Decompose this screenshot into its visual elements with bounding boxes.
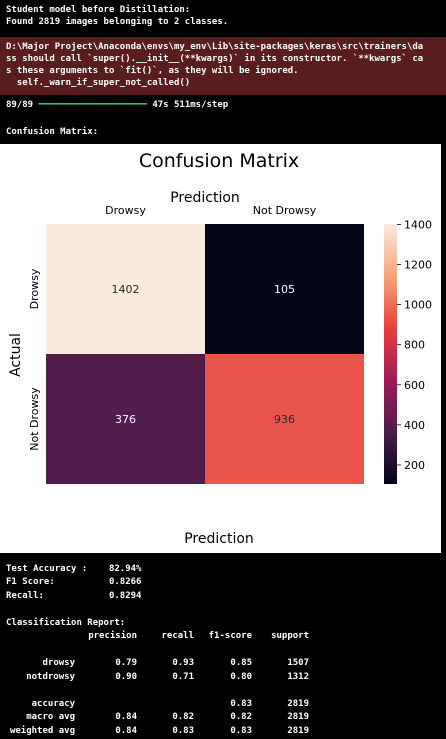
progress-bar: ━━━━━━━━━━━━━━━━━━━━ <box>38 100 147 110</box>
report-row-label: notdrowsy <box>26 672 75 682</box>
log-line-found-images: Found 2819 images belonging to 2 classes… <box>6 17 229 27</box>
report-cell: 0.83 <box>172 726 194 736</box>
x-tick-label: Drowsy <box>105 204 146 217</box>
warning-block: D:\Major Project\Anaconda\envs\my_env\Li… <box>0 37 446 95</box>
report-cell: 0.83 <box>230 699 252 709</box>
recall-value: 0.8294 <box>108 591 142 601</box>
metric-recall: Recall: 0.8294 <box>6 590 141 602</box>
colorbar-tick-label: 800 <box>404 339 425 352</box>
colorbar-tick-label: 1400 <box>404 218 432 231</box>
heatmap-cell <box>46 224 205 354</box>
metric-accuracy: Test Accuracy : 82.94% <box>6 563 141 575</box>
report-cell: 0.85 <box>230 658 252 668</box>
report-cell: 0.93 <box>172 658 194 668</box>
log-line-student: Student model before Distillation: <box>6 5 191 15</box>
confusion-matrix-chart: Confusion Matrix Prediction Prediction A… <box>8 150 432 547</box>
colorbar <box>384 224 397 484</box>
x-axis-label-bottom: Prediction <box>184 531 254 547</box>
report-cell: 0.84 <box>115 712 137 722</box>
warning-line: s these arguments to `fit()`, as they wi… <box>6 66 299 76</box>
colorbar-tick-label: 200 <box>404 459 425 472</box>
heatmap-cell-value: 1402 <box>112 283 140 296</box>
progress-steps: 89/89 <box>6 100 34 110</box>
report-header: support <box>271 631 309 641</box>
heatmap-cell <box>205 224 364 354</box>
report-row-label: macro avg <box>26 712 75 722</box>
report-row-label: drowsy <box>42 658 75 668</box>
f1-label: F1 Score: <box>6 577 55 587</box>
confusion-matrix-figure: Confusion Matrix Prediction Prediction A… <box>0 144 441 553</box>
heatmap-cell-value: 376 <box>115 413 136 426</box>
accuracy-value: 82.94% <box>108 564 142 574</box>
y-tick-label: Not Drowsy <box>28 387 41 451</box>
report-cell: 0.90 <box>115 672 137 682</box>
progress-time: 47s 511ms/step <box>152 100 229 110</box>
recall-label: Recall: <box>6 591 44 601</box>
report-cell: 2819 <box>287 699 309 709</box>
report-cell: 0.84 <box>115 726 137 736</box>
report-cell: 0.82 <box>172 712 194 722</box>
heatmap-cell-value: 105 <box>274 283 295 296</box>
x-axis-label-top: Prediction <box>170 190 240 206</box>
confusion-matrix-label: Confusion Matrix: <box>6 127 99 137</box>
report-row-label: accuracy <box>31 699 75 709</box>
report-cell: 0.82 <box>230 712 252 722</box>
report-header: recall <box>161 631 194 641</box>
report-cell: 1312 <box>287 672 309 682</box>
colorbar-tick-label: 600 <box>404 379 425 392</box>
warning-line: D:\Major Project\Anaconda\envs\my_env\Li… <box>6 42 424 52</box>
report-header: f1-score <box>208 631 252 641</box>
report-cell: 0.80 <box>230 672 252 682</box>
heatmap-cell <box>205 354 364 484</box>
metric-f1: F1 Score: 0.8266 <box>6 576 141 588</box>
y-axis-label: Actual <box>8 333 24 377</box>
heatmap-cell-value: 936 <box>274 413 295 426</box>
report-header: precision <box>88 631 137 641</box>
report-title: Classification Report: <box>6 618 126 628</box>
report-cell: 0.79 <box>115 658 137 668</box>
y-tick-label: Drowsy <box>28 268 41 309</box>
x-tick-label: Not Drowsy <box>253 204 317 217</box>
f1-value: 0.8266 <box>108 577 142 587</box>
chart-title: Confusion Matrix <box>139 150 299 172</box>
accuracy-label: Test Accuracy : <box>6 564 88 574</box>
report-row-label: weighted avg <box>9 726 75 736</box>
report-cell: 1507 <box>287 658 309 668</box>
report-cell: 0.71 <box>172 672 194 682</box>
heatmap-cell <box>46 354 205 484</box>
colorbar-tick-label: 1200 <box>404 258 432 271</box>
warning-line: ss should call `super().__init__(**kwarg… <box>6 54 424 64</box>
report-cell: 0.83 <box>230 726 252 736</box>
progress-line: 89/89 ━━━━━━━━━━━━━━━━━━━━ 47s 511ms/ste… <box>6 99 228 111</box>
warning-line: self._warn_if_super_not_called() <box>6 78 191 88</box>
report-cell: 2819 <box>287 726 309 736</box>
colorbar-tick-label: 400 <box>404 419 425 432</box>
report-cell: 2819 <box>287 712 309 722</box>
colorbar-tick-label: 1000 <box>404 299 432 312</box>
